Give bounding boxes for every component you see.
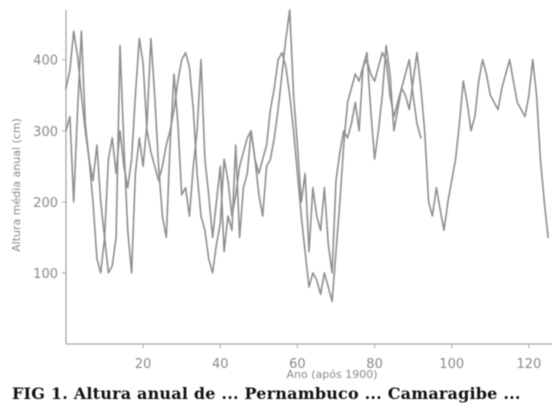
x-tick-label: 100 <box>439 357 464 372</box>
y-tick-label: 200 <box>33 196 58 211</box>
y-tick-label: 100 <box>33 267 58 282</box>
x-tick-label: 120 <box>516 357 541 372</box>
x-tick-label: 20 <box>135 357 152 372</box>
y-axis-title: Altura média anual (cm) <box>10 118 23 252</box>
y-tick-label: 400 <box>33 54 58 69</box>
line-chart: 100 200 300 400 20 40 60 80 100 120 Altura média … <box>10 9 552 380</box>
axes: 100 200 300 400 20 40 60 80 100 120 <box>33 10 552 372</box>
y-tick-label: 300 <box>33 125 58 140</box>
figure-caption: FIG 1. Altura anual de ... Pernambuco ..… <box>12 384 521 403</box>
x-tick-label: 60 <box>289 357 306 372</box>
x-axis-title: Ano (após 1900) <box>287 368 378 380</box>
series-line-2 <box>65 9 549 274</box>
x-tick-label: 80 <box>366 357 383 372</box>
x-tick-label: 40 <box>212 357 229 372</box>
series-lines <box>65 9 549 303</box>
